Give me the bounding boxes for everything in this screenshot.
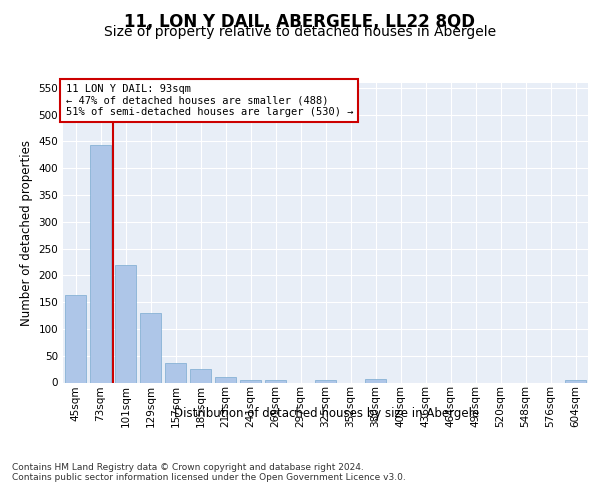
Text: 11, LON Y DAIL, ABERGELE, LL22 8QD: 11, LON Y DAIL, ABERGELE, LL22 8QD (125, 12, 476, 30)
Bar (65, 295, 86, 382)
Text: Size of property relative to detached houses in Abergele: Size of property relative to detached ho… (104, 25, 496, 39)
Text: 11 LON Y DAIL: 93sqm
← 47% of detached houses are smaller (488)
51% of semi-deta: 11 LON Y DAIL: 93sqm ← 47% of detached h… (65, 84, 353, 117)
Y-axis label: Number of detached properties: Number of detached properties (20, 140, 33, 326)
Text: Contains HM Land Registry data © Crown copyright and database right 2024.
Contai: Contains HM Land Registry data © Crown c… (12, 462, 406, 482)
Bar (240, 380, 261, 382)
Bar (115, 264, 136, 382)
Bar (365, 379, 386, 382)
Bar (265, 380, 286, 382)
Bar (90, 145, 111, 382)
Bar (140, 313, 161, 382)
Bar (565, 380, 586, 382)
Text: Distribution of detached houses by size in Abergele: Distribution of detached houses by size … (175, 408, 479, 420)
Bar (165, 362, 186, 382)
Bar (315, 380, 336, 382)
Bar (215, 377, 236, 382)
Bar (190, 368, 211, 382)
